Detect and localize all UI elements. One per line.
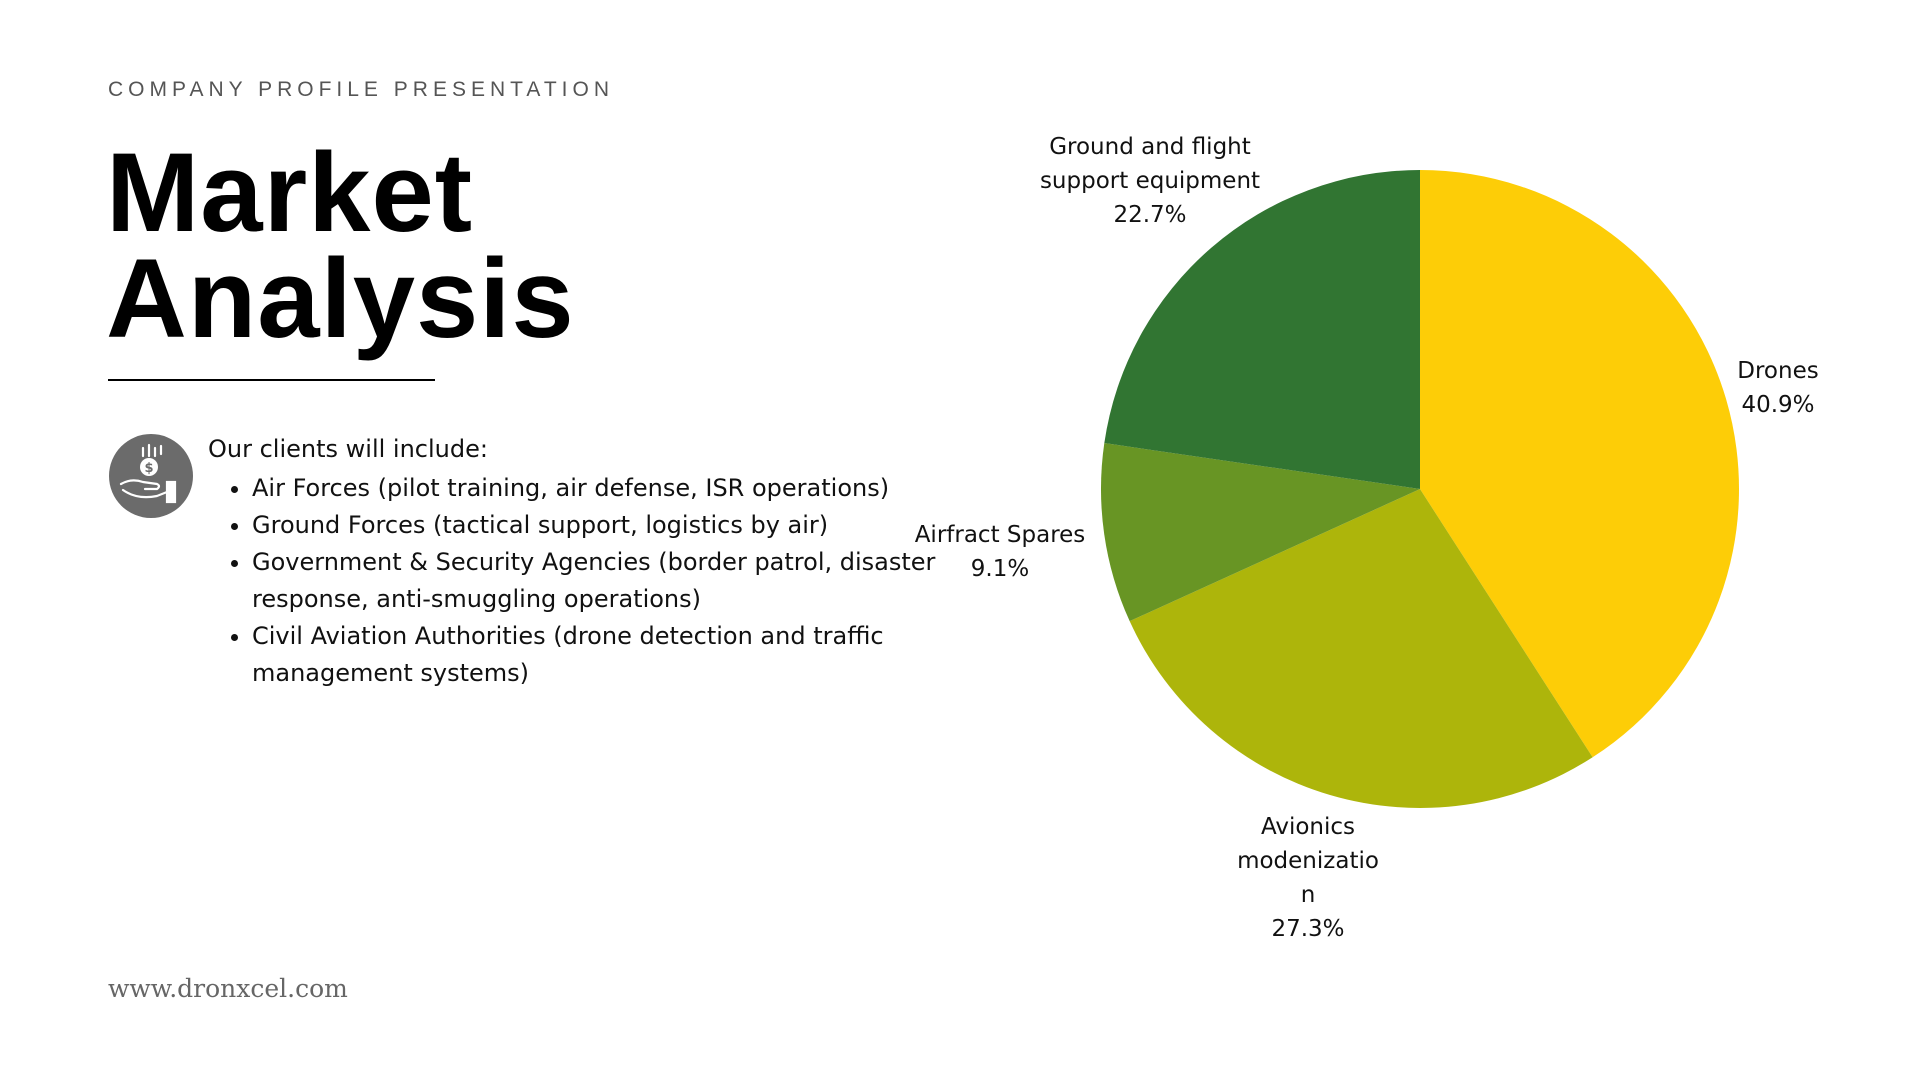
website-url[interactable]: www.dronxcel.com [108, 974, 348, 1003]
list-item: Civil Aviation Authorities (drone detect… [252, 618, 952, 692]
list-item: Air Forces (pilot training, air defense,… [252, 470, 952, 507]
slice-label: Airfract Spares [915, 522, 1086, 548]
slice-value-label: 22.7% [1113, 202, 1186, 228]
page-title: Market Analysis [106, 130, 575, 361]
slice-label: Drones [1737, 358, 1818, 384]
clients-list: Air Forces (pilot training, air defense,… [212, 470, 952, 692]
title-line-2: Analysis [106, 236, 575, 361]
list-item: Government & Security Agencies (border p… [252, 544, 952, 618]
slice-label: modenizatio [1237, 848, 1379, 874]
presentation-subtitle: COMPANY PROFILE PRESENTATION [108, 78, 615, 101]
slice-label: support equipment [1040, 168, 1260, 194]
pie-slice [1420, 170, 1739, 758]
slice-value-label: 27.3% [1271, 916, 1344, 942]
clients-intro: Our clients will include: [208, 435, 488, 463]
title-line-1: Market [106, 130, 474, 255]
slice-value-label: 9.1% [971, 556, 1029, 582]
slice-label: Avionics [1261, 814, 1355, 840]
slice-value-label: 40.9% [1741, 392, 1814, 418]
title-divider [108, 379, 435, 381]
pie-slice [1101, 443, 1420, 622]
svg-text:$: $ [144, 461, 153, 476]
slice-label: n [1301, 882, 1316, 908]
list-item: Ground Forces (tactical support, logisti… [252, 507, 952, 544]
money-hand-icon: $ [109, 434, 193, 518]
pie-slice [1129, 489, 1593, 809]
slice-label: Ground and flight [1049, 134, 1251, 160]
pie-slice [1104, 170, 1420, 489]
